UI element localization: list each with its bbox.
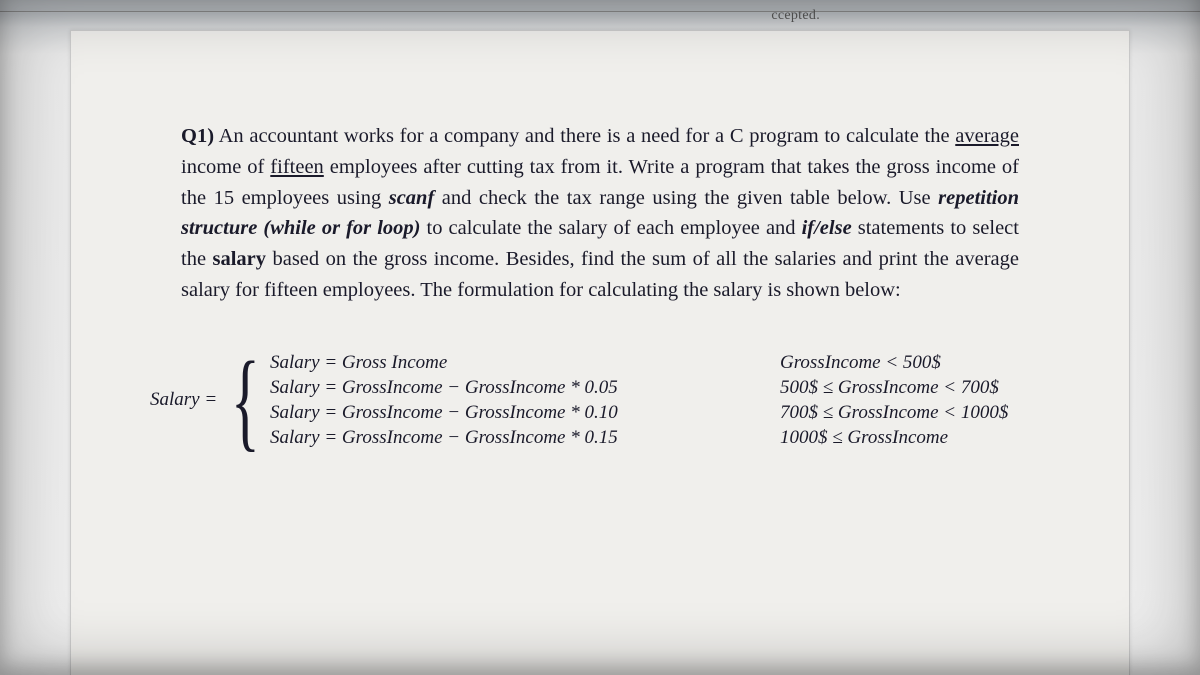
question-label: Q1) bbox=[181, 125, 214, 147]
q-text-9: to calculate the salary of each employee… bbox=[420, 217, 801, 239]
formula-cases: Salary = Gross Income GrossIncome < 500$… bbox=[270, 352, 1050, 449]
q-text-3: income of bbox=[181, 156, 270, 178]
case-expr: Salary = Gross Income bbox=[270, 352, 690, 374]
cutoff-previous-line: ccepted. bbox=[771, 8, 820, 24]
case-expr: Salary = GrossIncome − GrossIncome * 0.1… bbox=[270, 427, 690, 449]
window-frame-top bbox=[0, 0, 1200, 12]
q-text-1: An accountant works for a company and th… bbox=[219, 125, 956, 147]
case-expr: Salary = GrossIncome − GrossIncome * 0.1… bbox=[270, 402, 690, 424]
q-text-average: average bbox=[955, 125, 1019, 147]
q-text-13: based on the gross income. Besides, find… bbox=[181, 248, 1019, 301]
salary-formula: Salary = { Salary = Gross Income GrossIn… bbox=[181, 352, 1019, 449]
q-text-scanf: scanf bbox=[389, 187, 435, 209]
q-text-salary: salary bbox=[213, 248, 267, 270]
case-row: Salary = Gross Income GrossIncome < 500$ bbox=[270, 352, 1050, 374]
case-expr: Salary = GrossIncome − GrossIncome * 0.0… bbox=[270, 377, 690, 399]
q-text-ifelse: if/else bbox=[802, 217, 852, 239]
document-page: Q1) An accountant works for a company an… bbox=[70, 30, 1130, 675]
case-cond: GrossIncome < 500$ bbox=[780, 352, 1050, 374]
q-text-7: and check the tax range using the given … bbox=[434, 187, 938, 209]
case-row: Salary = GrossIncome − GrossIncome * 0.0… bbox=[270, 377, 1050, 399]
case-row: Salary = GrossIncome − GrossIncome * 0.1… bbox=[270, 402, 1050, 424]
case-row: Salary = GrossIncome − GrossIncome * 0.1… bbox=[270, 427, 1050, 449]
question-paragraph: Q1) An accountant works for a company an… bbox=[181, 121, 1019, 306]
q-text-fifteen: fifteen bbox=[270, 156, 324, 178]
case-cond: 700$ ≤ GrossIncome < 1000$ bbox=[780, 402, 1050, 424]
left-brace: { bbox=[231, 359, 260, 442]
case-cond: 500$ ≤ GrossIncome < 700$ bbox=[780, 377, 1050, 399]
case-cond: 1000$ ≤ GrossIncome bbox=[780, 427, 1050, 449]
formula-lhs: Salary = bbox=[150, 389, 217, 411]
